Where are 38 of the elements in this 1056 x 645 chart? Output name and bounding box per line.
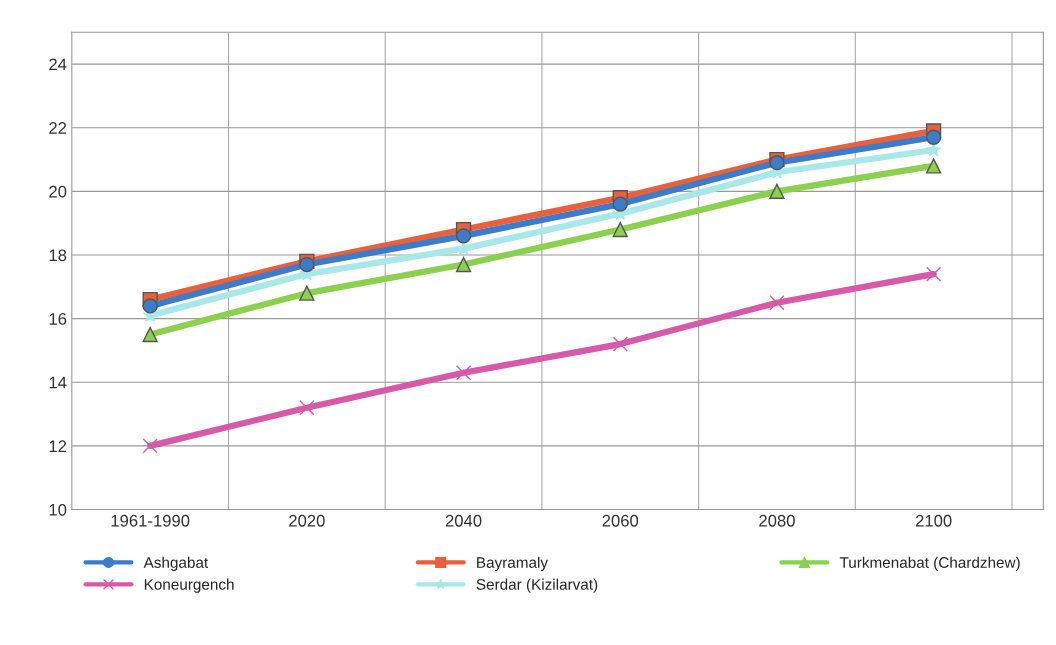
point <box>769 183 785 199</box>
point <box>769 295 785 311</box>
point <box>142 326 158 343</box>
y-tick-label: 18 <box>49 249 67 262</box>
point <box>455 228 472 244</box>
point <box>926 142 941 157</box>
x-tick-label: 2080 <box>759 514 795 527</box>
point <box>612 336 628 352</box>
point <box>926 266 942 282</box>
legend-label: Koneurgench <box>144 578 234 593</box>
point <box>299 400 315 416</box>
point <box>612 196 628 212</box>
legend-label: Serdar (Kizilarvat) <box>476 578 598 593</box>
y-tick-label: 12 <box>49 440 67 452</box>
y-tick-label: 14 <box>49 376 67 389</box>
point <box>142 438 158 454</box>
y-tick-label: 10 <box>49 503 67 516</box>
point <box>455 365 472 381</box>
point <box>926 158 942 174</box>
point <box>769 155 785 171</box>
y-tick-label: 24 <box>49 58 67 71</box>
point <box>612 221 628 238</box>
point <box>142 298 158 314</box>
y-tick-label: 22 <box>49 122 67 134</box>
point <box>299 256 315 273</box>
x-tick-label: 2040 <box>445 514 482 527</box>
y-tick-label: 20 <box>49 185 67 198</box>
legend-label: Ashgabat <box>143 556 209 571</box>
point <box>455 256 472 273</box>
legend-label: Bayramaly <box>477 556 549 571</box>
x-tick-label: 1961-1990 <box>111 514 190 527</box>
x-tick-label: 2020 <box>289 514 325 527</box>
legend-label: Turkmenabat (Chardzhew) <box>839 556 1020 571</box>
x-tick-label: 2100 <box>915 514 952 527</box>
point <box>926 129 942 145</box>
point <box>299 285 315 301</box>
x-tick-label: 2060 <box>602 514 639 527</box>
y-tick-label: 16 <box>49 313 67 325</box>
